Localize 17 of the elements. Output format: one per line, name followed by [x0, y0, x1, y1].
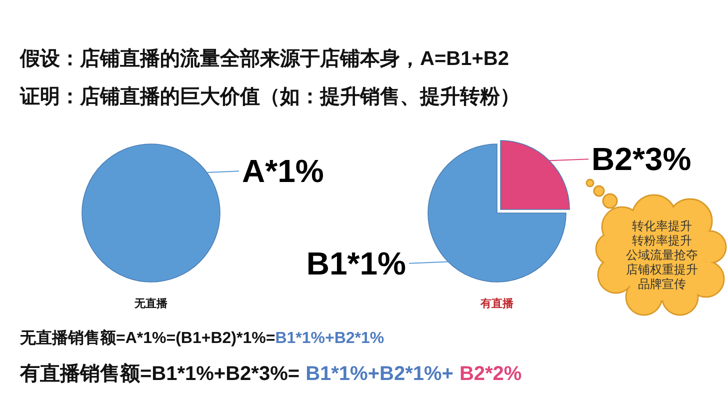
text: 公域流量抢夺	[626, 248, 698, 262]
text: B1*1%+B2*1%+	[306, 363, 454, 385]
text: 店铺权重提升	[626, 262, 698, 276]
text: B1*1%+B2*1%	[275, 330, 384, 346]
text: 无直播	[134, 297, 168, 310]
text: 假设：店铺直播的流量全部来源于店铺本身，A=B1+B2	[19, 47, 509, 70]
text: 有直播	[480, 297, 514, 310]
text: 品牌宣传	[638, 277, 686, 291]
slice-label: B2*3%	[592, 141, 692, 178]
text: 证明：店铺直播的巨大价值（如：提升销售、提升转粉）	[19, 85, 520, 108]
text: 无直播销售额=A*1%=(B1+B2)*1%=	[19, 328, 276, 346]
slice-label: B1*1%	[306, 245, 406, 282]
slice-label: A*1%	[242, 153, 324, 190]
text: 转粉率提升	[632, 234, 692, 248]
text: 转化率提升	[632, 219, 692, 233]
text: B2*2%	[459, 363, 522, 385]
text: 有直播销售额=B1*1%+B2*3%=	[19, 362, 300, 385]
